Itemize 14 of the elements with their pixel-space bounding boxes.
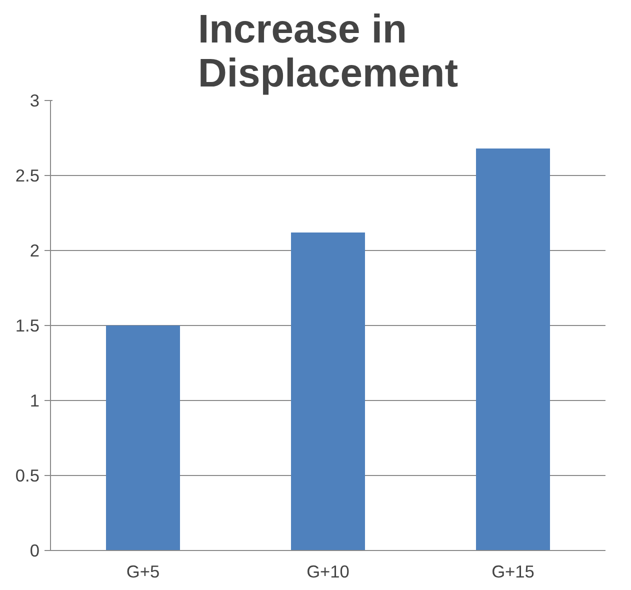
y-tick-label: 1 — [30, 390, 40, 410]
y-tick-label: 2.5 — [15, 166, 40, 186]
bar — [106, 326, 180, 550]
y-tick-label: 0.5 — [15, 466, 40, 486]
y-tick-label: 0 — [30, 540, 40, 560]
x-tick-label: G+15 — [492, 562, 534, 582]
chart-title: Increase in Displacement — [198, 8, 458, 96]
y-tick-label: 3 — [30, 90, 40, 110]
bar — [476, 148, 550, 550]
y-tick-label: 2 — [30, 240, 40, 260]
y-tick-label: 1.5 — [15, 316, 40, 336]
x-tick-label: G+5 — [126, 562, 160, 582]
x-tick-label: G+10 — [306, 562, 350, 582]
bar — [291, 232, 365, 550]
